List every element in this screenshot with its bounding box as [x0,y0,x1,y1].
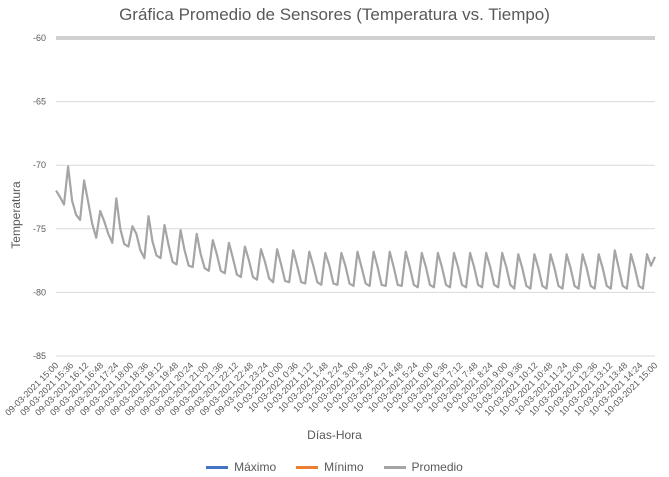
legend-item: Mínimo [296,460,364,474]
y-tick-label: -80 [33,287,46,297]
legend-swatch [383,465,406,469]
chart-title: Gráfica Promedio de Sensores (Temperatur… [119,5,550,24]
legend-item: Máximo [206,460,276,474]
legend-label: Máximo [234,460,277,474]
legend-item: Promedio [383,460,463,474]
legend-label: Mínimo [324,460,364,474]
legend: Máximo Mínimo Promedio [0,460,669,474]
legend-swatch [206,465,229,469]
y-tick-label: -85 [33,351,46,361]
y-tick-label: -75 [33,224,46,234]
x-axis-label: Días-Hora [307,428,362,442]
legend-swatch [296,465,319,469]
y-tick-label: -70 [33,160,46,170]
y-tick-label: -65 [33,97,46,107]
y-tick-label: -60 [33,33,46,43]
legend-label: Promedio [411,460,463,474]
series-line-promedio [55,165,657,290]
